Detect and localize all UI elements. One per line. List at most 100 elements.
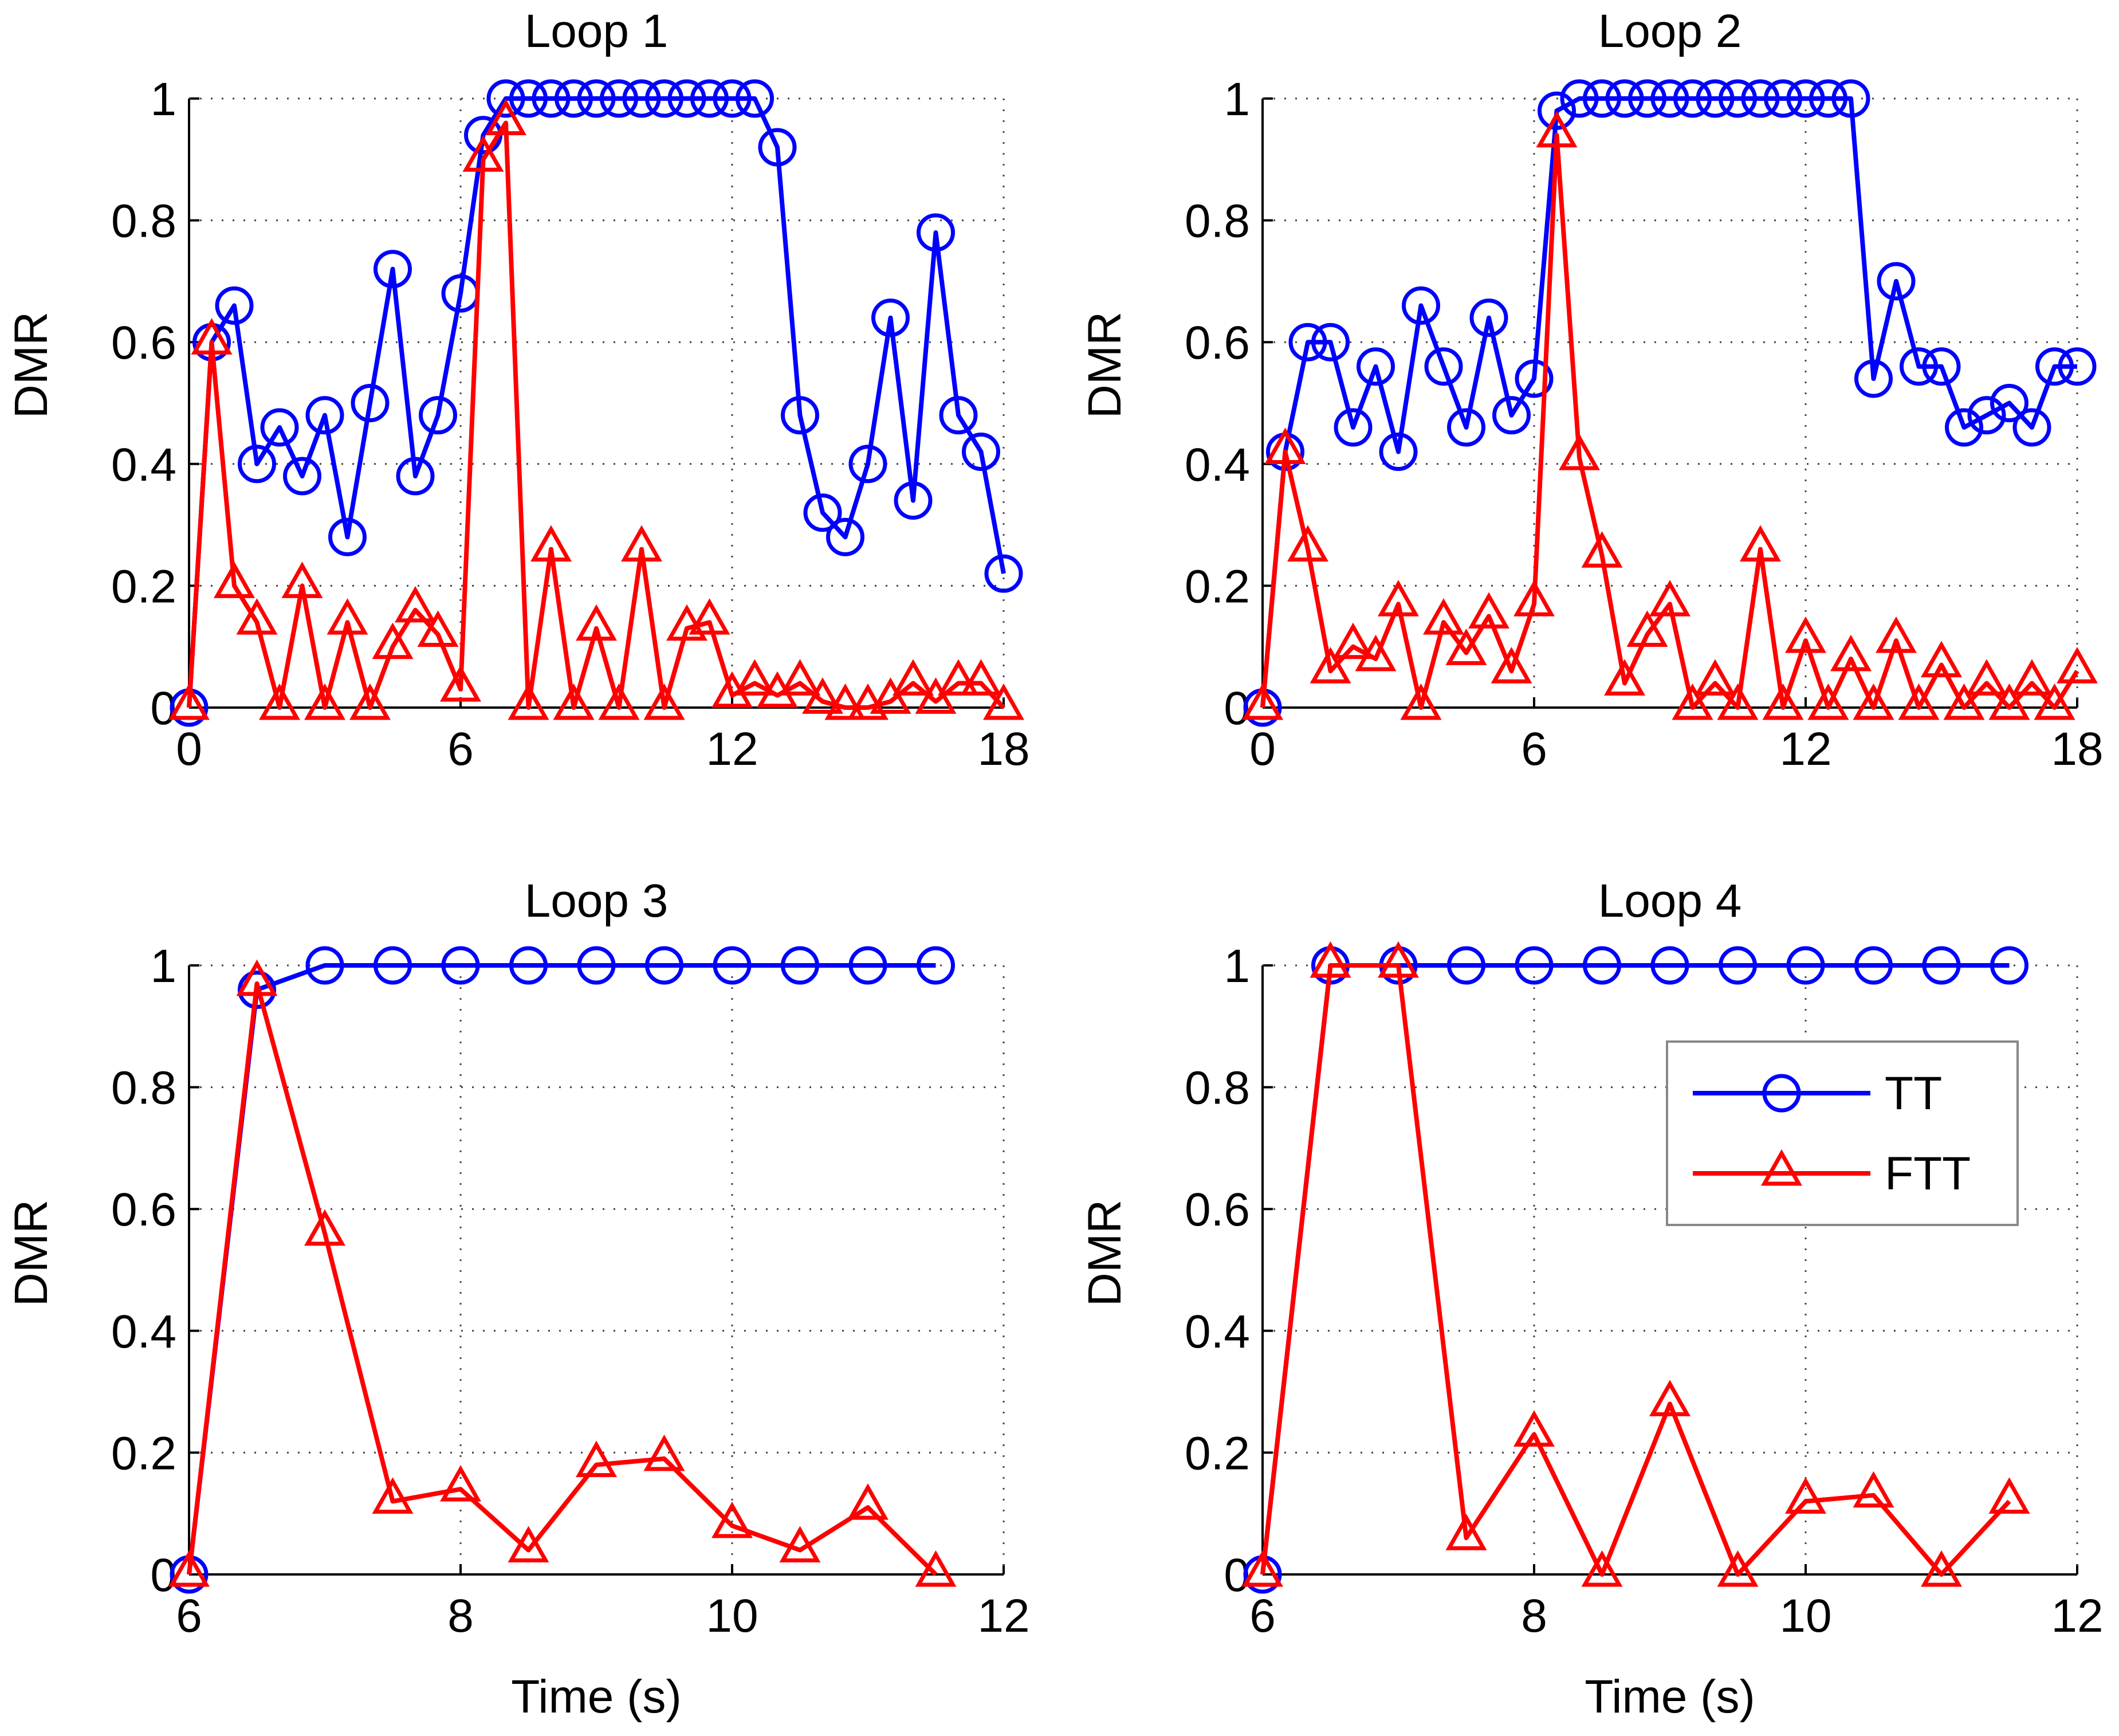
data-point-ftt bbox=[1649, 1380, 1691, 1416]
series-line-ftt bbox=[1260, 132, 2079, 710]
data-point-ftt bbox=[598, 683, 640, 720]
data-point-ftt bbox=[1491, 647, 1532, 684]
data-point-tt bbox=[962, 433, 1000, 472]
data-point-ftt bbox=[236, 959, 278, 996]
data-point-ftt bbox=[304, 683, 346, 720]
data-point-tt bbox=[1650, 946, 1689, 985]
data-point-ftt bbox=[213, 561, 255, 598]
data-point-ftt bbox=[734, 659, 776, 696]
data-point-tt bbox=[1447, 408, 1485, 447]
y-tick-label: 0.6 bbox=[1185, 1184, 1250, 1236]
y-tick-label: 0.4 bbox=[1185, 439, 1250, 491]
data-point-ftt bbox=[236, 598, 278, 635]
data-point-tt bbox=[577, 946, 616, 985]
data-point-ftt bbox=[1513, 1410, 1555, 1447]
chart-title: Loop 2 bbox=[1598, 5, 1742, 57]
data-point-ftt bbox=[1694, 659, 1736, 696]
x-tick-label: 6 bbox=[176, 1590, 202, 1642]
data-point-tt bbox=[1515, 946, 1554, 985]
data-point-tt bbox=[600, 79, 638, 118]
data-point-tt bbox=[328, 517, 367, 556]
legend-label-ftt: FTT bbox=[1885, 1148, 1971, 1200]
y-tick-label: 1 bbox=[1224, 940, 1250, 992]
data-point-ftt bbox=[394, 586, 437, 623]
data-point-tt bbox=[374, 250, 412, 289]
data-point-ftt bbox=[258, 683, 301, 720]
x-tick-label: 8 bbox=[447, 1590, 474, 1642]
data-point-tt bbox=[1922, 347, 1961, 386]
data-point-ftt bbox=[1762, 683, 1804, 720]
data-point-ftt bbox=[1739, 525, 1782, 562]
data-point-tt bbox=[1786, 79, 1825, 118]
data-point-ftt bbox=[1853, 1471, 1894, 1508]
x-tick-label: 6 bbox=[1249, 1590, 1276, 1642]
y-tick-label: 0.4 bbox=[111, 439, 176, 491]
data-point-tt bbox=[1538, 91, 1576, 130]
data-point-ftt bbox=[1672, 683, 1713, 720]
x-tick-label: 0 bbox=[176, 723, 202, 775]
data-point-ftt bbox=[779, 1526, 821, 1562]
data-point-ftt bbox=[1581, 531, 1623, 568]
data-point-tt bbox=[2035, 347, 2074, 386]
data-point-tt bbox=[2012, 408, 2051, 447]
data-point-tt bbox=[713, 946, 752, 985]
data-point-ftt bbox=[711, 1501, 753, 1538]
data-point-tt bbox=[532, 79, 571, 118]
data-point-ftt bbox=[508, 1526, 549, 1562]
data-point-tt bbox=[713, 79, 752, 118]
data-point-ftt bbox=[620, 525, 663, 562]
data-point-ftt bbox=[1626, 610, 1668, 647]
data-point-ftt bbox=[1355, 634, 1397, 671]
data-point-ftt bbox=[689, 598, 730, 635]
data-point-tt bbox=[1719, 79, 1757, 118]
series-line-ftt bbox=[187, 120, 1005, 710]
data-point-ftt bbox=[462, 135, 504, 172]
data-point-tt bbox=[1854, 359, 1893, 398]
series-line-tt bbox=[187, 96, 1006, 708]
y-tick-label: 0.6 bbox=[111, 317, 176, 369]
data-point-ftt bbox=[1310, 941, 1351, 978]
data-point-ftt bbox=[937, 659, 980, 696]
data-point-tt bbox=[1922, 946, 1961, 985]
data-point-tt bbox=[781, 396, 819, 435]
data-point-ftt bbox=[1241, 683, 1284, 720]
data-point-ftt bbox=[1830, 634, 1872, 671]
y-tick-label: 0.2 bbox=[1185, 1427, 1250, 1479]
data-point-tt bbox=[1424, 347, 1463, 386]
legend-label-tt: TT bbox=[1885, 1067, 1942, 1120]
x-tick-label: 12 bbox=[706, 723, 758, 775]
data-point-tt bbox=[803, 493, 842, 532]
data-point-tt bbox=[238, 971, 276, 1010]
y-tick-label: 1 bbox=[1224, 73, 1250, 125]
y-tick-label: 0.2 bbox=[1185, 560, 1250, 612]
y-axis-label: DMR bbox=[1079, 1200, 1131, 1307]
y-tick-label: 0.4 bbox=[1185, 1306, 1250, 1358]
data-point-tt bbox=[1809, 79, 1847, 118]
x-tick-label: 18 bbox=[977, 723, 1029, 775]
data-point-tt bbox=[283, 457, 321, 496]
data-point-ftt bbox=[372, 1477, 414, 1514]
data-point-ftt bbox=[530, 525, 572, 562]
data-point-ftt bbox=[1445, 629, 1487, 665]
data-point-tt bbox=[826, 517, 864, 556]
y-tick-label: 0.8 bbox=[111, 195, 176, 248]
data-point-ftt bbox=[553, 683, 595, 720]
data-point-ftt bbox=[168, 683, 210, 720]
y-tick-label: 0.8 bbox=[1185, 195, 1250, 248]
data-point-ftt bbox=[824, 683, 866, 720]
y-tick-label: 0.6 bbox=[1185, 317, 1250, 369]
y-axis-label: DMR bbox=[5, 1200, 57, 1307]
data-point-ftt bbox=[349, 683, 391, 720]
data-point-ftt bbox=[1920, 1550, 1963, 1587]
data-point-ftt bbox=[1445, 1514, 1487, 1550]
data-point-tt bbox=[758, 128, 797, 167]
data-point-ftt bbox=[1875, 616, 1917, 653]
data-point-tt bbox=[1357, 347, 1395, 386]
x-tick-label: 6 bbox=[1521, 723, 1547, 775]
data-point-tt bbox=[1990, 384, 2028, 422]
